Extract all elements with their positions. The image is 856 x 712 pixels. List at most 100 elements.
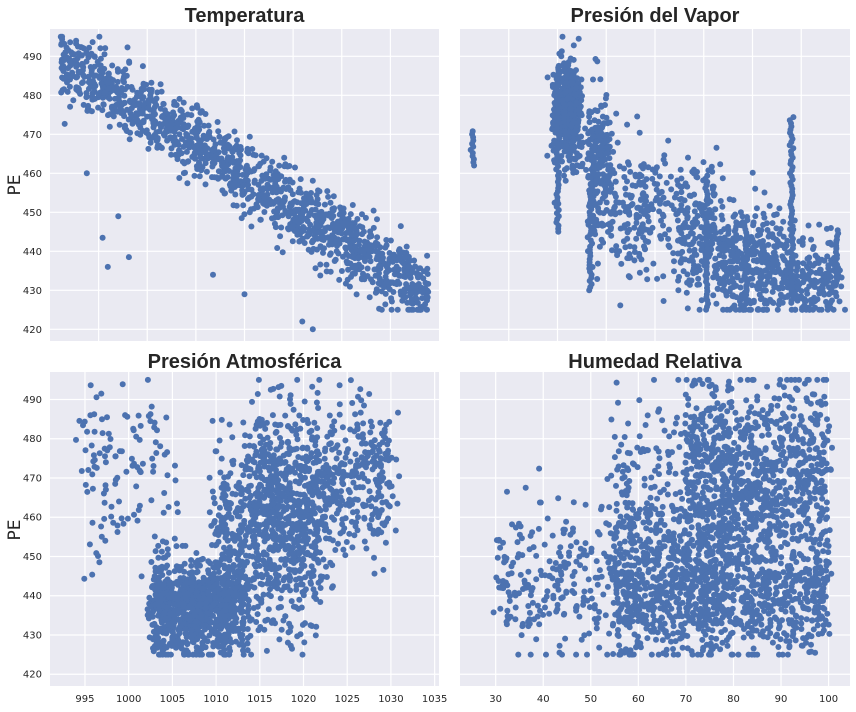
- data-point: [202, 111, 209, 117]
- data-point: [624, 178, 630, 185]
- data-point: [224, 622, 231, 629]
- data-point: [634, 113, 641, 120]
- data-point: [139, 109, 146, 116]
- data-point: [245, 465, 252, 472]
- data-point: [272, 208, 279, 215]
- data-point: [301, 639, 308, 646]
- data-point: [216, 504, 223, 511]
- data-point: [424, 306, 430, 313]
- data-point: [671, 268, 677, 275]
- data-point: [115, 213, 122, 220]
- data-point: [193, 618, 200, 625]
- data-point: [188, 577, 195, 584]
- subplot-presion-vapor: Presión del Vapor: [460, 5, 850, 341]
- data-point: [749, 250, 756, 257]
- data-point: [632, 183, 639, 189]
- data-point: [252, 152, 259, 159]
- data-point: [129, 86, 136, 93]
- data-point: [684, 183, 691, 190]
- data-point: [736, 295, 743, 302]
- data-point: [614, 139, 621, 146]
- data-point: [251, 584, 258, 591]
- data-point: [740, 306, 747, 313]
- data-point: [654, 275, 661, 282]
- data-point: [777, 226, 784, 232]
- data-point: [818, 306, 825, 313]
- data-point: [560, 115, 567, 122]
- data-point: [742, 300, 749, 307]
- data-point: [102, 45, 109, 52]
- data-point: [678, 238, 685, 245]
- data-point: [293, 586, 300, 593]
- data-point: [666, 226, 672, 233]
- data-point: [193, 644, 200, 651]
- data-point: [327, 199, 334, 206]
- data-point: [294, 376, 301, 383]
- data-point: [192, 129, 199, 135]
- data-point: [130, 102, 137, 109]
- data-point: [717, 198, 724, 204]
- data-point: [638, 196, 645, 203]
- data-point: [730, 197, 737, 204]
- data-point: [733, 223, 740, 230]
- data-point: [154, 635, 160, 641]
- data-point: [567, 106, 574, 113]
- data-point: [694, 212, 701, 219]
- data-point: [699, 235, 706, 242]
- data-point: [317, 212, 324, 219]
- data-point: [781, 257, 788, 264]
- data-point: [313, 221, 320, 228]
- data-point: [153, 624, 160, 631]
- data-point: [698, 247, 705, 253]
- data-point: [334, 219, 341, 226]
- data-point: [163, 604, 170, 611]
- data-point: [662, 160, 669, 167]
- data-point: [415, 265, 422, 272]
- data-point: [609, 247, 615, 254]
- data-point: [277, 595, 284, 602]
- data-point: [747, 306, 754, 313]
- data-point: [600, 181, 607, 188]
- data-point: [61, 40, 68, 47]
- data-point: [115, 87, 122, 94]
- data-point: [304, 218, 311, 225]
- data-point: [175, 563, 182, 570]
- data-point: [612, 178, 619, 185]
- data-point: [801, 298, 808, 304]
- data-point: [628, 202, 635, 209]
- data-point: [608, 130, 615, 137]
- data-point: [298, 561, 305, 568]
- data-point: [649, 175, 656, 182]
- data-point: [169, 642, 176, 649]
- subplot-temperatura-ylabel: PE: [5, 175, 25, 196]
- data-point: [215, 128, 222, 135]
- data-point: [157, 641, 163, 648]
- data-point: [816, 221, 823, 228]
- data-point: [330, 193, 337, 200]
- data-point: [289, 223, 296, 230]
- data-point: [645, 164, 652, 171]
- data-point: [679, 183, 685, 190]
- data-point: [677, 166, 684, 173]
- data-point: [186, 617, 193, 624]
- data-point: [244, 626, 251, 632]
- data-point: [317, 573, 324, 580]
- data-point: [96, 67, 103, 74]
- data-point: [194, 104, 201, 111]
- data-point: [76, 89, 83, 95]
- data-point: [415, 274, 422, 281]
- data-point: [732, 245, 739, 252]
- data-point: [570, 56, 577, 63]
- data-point: [224, 174, 231, 181]
- data-point: [299, 235, 306, 242]
- data-point: [613, 110, 620, 117]
- data-point: [309, 326, 316, 333]
- data-point: [216, 437, 223, 444]
- data-point: [217, 469, 224, 476]
- data-point: [62, 74, 69, 81]
- data-point: [297, 631, 304, 638]
- data-point: [794, 264, 801, 270]
- data-point: [599, 195, 606, 202]
- data-point: [838, 274, 845, 281]
- data-point: [788, 299, 795, 306]
